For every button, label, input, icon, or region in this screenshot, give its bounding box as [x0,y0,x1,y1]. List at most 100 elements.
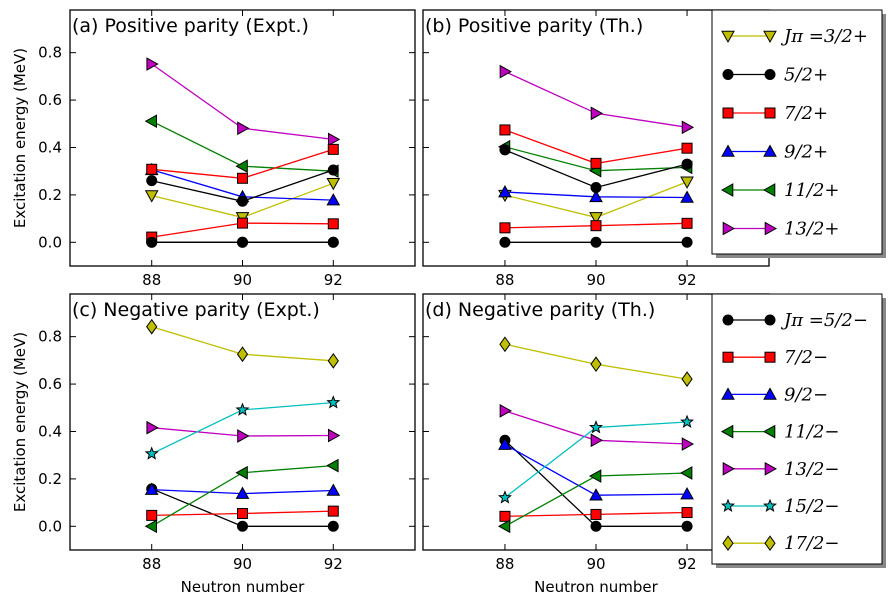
data-point [327,132,341,147]
data-point [590,106,604,121]
panel-a: 88 90 92 0.0 0.2 0.4 0.6 0.8 (a) Positive parity… [11,9,416,289]
legends-group: Jπ =3/2+ 5/2+ 7/2+ 9/2+ 11/2+ 13/2+ Jπ =5/2− 7/… [711,9,886,568]
legend-marker [722,221,736,236]
x-tick-label: 90 [586,271,605,289]
data-point [327,428,341,443]
legend-label: 13/2+ [784,219,840,240]
legend-marker [762,498,778,512]
data-point [146,175,158,187]
panel-d: 88 90 92 (d) Negative parity (Th.) Neutron n… [422,293,770,595]
legend-label: 9/2+ [784,142,828,163]
data-point [590,356,602,373]
data-point [327,164,339,176]
y-tick-label: 0.4 [38,138,62,156]
data-point [499,510,511,522]
legend-marker [722,461,736,476]
data-point [237,236,248,248]
legend-marker [764,314,776,326]
data-point [327,505,339,517]
data-point [146,163,158,175]
y-axis-label: Excitation energy (MeV) [11,48,29,228]
panels-group: 88 90 92 0.0 0.2 0.4 0.6 0.8 (a) Positive parity… [11,9,770,595]
data-point [326,193,341,206]
x-tick-label: 88 [142,271,161,289]
x-tick-label: 92 [324,271,343,289]
x-tick-label: 88 [142,555,161,573]
data-point [237,520,248,532]
series-line [504,71,688,128]
data-point [146,236,158,248]
data-point [326,177,341,191]
legend-label: 11/2+ [784,180,840,201]
data-point [237,121,250,136]
data-point [590,220,602,232]
legend-marker [722,351,734,363]
legend-marker [722,107,734,119]
data-point [680,190,694,203]
series-line [504,443,688,496]
legend-label: Jπ =5/2− [780,310,868,331]
legend-negative: Jπ =5/2− 7/2− 9/2− 11/2− 13/2− 15/2− 17/2− [711,293,886,568]
legend-marker [722,535,734,552]
data-point [681,437,695,451]
data-point [497,519,511,534]
data-point [497,490,512,504]
data-point [237,429,250,443]
data-point [235,159,248,174]
data-point [499,236,511,248]
data-point [588,420,604,434]
y-tick-label: 0.8 [38,328,62,346]
y-tick-label: 0.8 [38,44,62,62]
x-tick-label: 92 [678,555,697,573]
x-tick-label: 92 [324,555,343,573]
data-point [327,520,339,532]
data-point [235,486,250,499]
legend-marker [764,535,776,552]
data-point [146,57,159,71]
data-point [590,520,602,532]
data-point [326,395,341,409]
x-axis-label: Neutron number [534,578,659,595]
data-point [146,318,158,335]
x-tick-label: 90 [233,271,252,289]
data-point [589,212,603,225]
data-point [237,195,248,207]
legend-marker [764,221,778,236]
data-point [589,189,603,203]
legend-marker [721,144,735,157]
data-point [681,120,695,135]
data-point [681,142,693,154]
x-tick-label: 88 [495,555,514,573]
legend-box [711,293,883,565]
legend-marker [722,69,734,80]
legend-marker [722,314,734,326]
data-point [327,236,339,248]
legend-marker [764,351,776,363]
data-point [144,114,158,129]
y-tick-label: 0.4 [38,422,62,440]
data-point [590,182,602,194]
x-tick-label: 90 [586,555,605,573]
data-point [237,217,248,229]
data-point [237,507,248,519]
data-point [326,458,339,473]
data-point [590,508,602,520]
data-point [235,465,248,480]
data-point [590,433,604,448]
data-point [327,218,339,230]
legend-marker [762,424,776,439]
x-tick-label: 88 [495,271,514,289]
data-point [681,217,693,229]
y-tick-label: 0.2 [38,186,62,204]
data-point [681,158,693,170]
legend-label: 15/2− [784,496,840,517]
data-point [498,437,512,450]
data-point [681,507,693,519]
data-point [326,483,341,496]
y-tick-label: 0.2 [38,470,62,488]
y-tick-label: 0.6 [38,375,62,393]
data-point [235,402,250,416]
data-point [499,124,511,136]
legend-label: Jπ =3/2+ [780,26,868,47]
